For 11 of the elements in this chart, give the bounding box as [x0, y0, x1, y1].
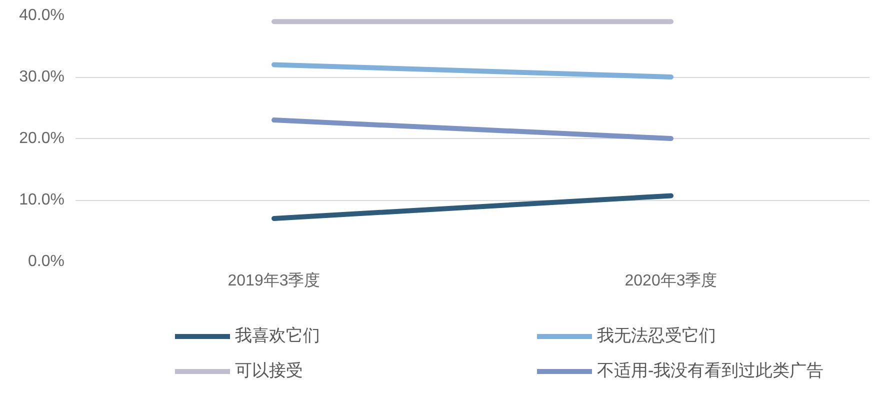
y-tick-label: 10.0% — [19, 192, 65, 208]
y-tick-label: 40.0% — [19, 7, 65, 24]
legend-label: 不适用-我没有看到过此类广告 — [597, 360, 825, 382]
x-tick-label: 2019年3季度 — [228, 272, 320, 290]
legend-label: 可以接受 — [235, 360, 304, 382]
y-tick-label: 20.0% — [19, 130, 65, 147]
y-tick-label: 30.0% — [19, 68, 65, 86]
y-tick-label: 0.0% — [28, 253, 64, 270]
legend-label: 我无法忍受它们 — [597, 325, 717, 347]
x-tick-label: 2020年3季度 — [624, 272, 718, 290]
legend-label: 我喜欢它们 — [235, 325, 321, 347]
